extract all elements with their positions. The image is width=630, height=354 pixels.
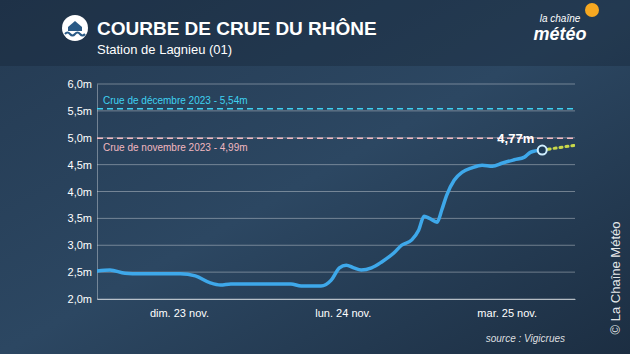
y-tick-label: 4,5m [68,159,92,171]
grid-line [97,299,575,300]
y-tick: 2,5m [68,266,97,278]
source: source : Vigicrues [486,333,565,344]
y-axis: 2,0m 2,5m 3,0m 3,5m 4,0m 4,5m 5,0m 5,5m 6,0m [68,78,98,305]
x-tick: mar. 25 nov. [477,299,537,319]
data-area [97,109,575,286]
y-tick: 4,0m [68,186,97,198]
grid-line [97,218,575,219]
y-tick-label: 4,0m [68,186,92,198]
y-tick: 3,0m [68,239,97,251]
annotation-label: 4,77m [497,131,534,146]
y-tick-label: 5,5m [68,105,92,117]
grid-line [97,191,575,192]
grid-line [97,84,575,85]
reference-label: Crue de décembre 2023 - 5,54m [103,95,248,106]
y-tick: 6,0m [68,78,97,90]
x-axis-line [98,299,576,300]
brand-line: la chaîne [540,13,581,24]
y-tick-label: 3,5m [68,212,92,224]
plot: 2,0m 2,5m 3,0m 3,5m 4,0m 4,5m 5,0m 5,5m 6,0m dim.… [68,78,576,319]
y-tick: 5,0m [68,132,97,144]
brand-line: météo [533,24,586,44]
y-tick-label: 3,0m [68,239,92,251]
x-tick: dim. 23 nov. [150,299,209,319]
y-axis-line [97,85,98,300]
y-tick: 3,5m [68,212,97,224]
title: COURBE DE CRUE DU RHÔNE [97,18,377,39]
x-tick: lun. 24 nov. [315,299,371,319]
annotation-marker [538,146,547,155]
grid [97,84,575,299]
series-line [97,150,542,286]
y-tick-label: 2,5m [68,266,92,278]
y-tick: 5,5m [68,105,97,117]
copyright: © La Chaîne Météo [608,222,623,335]
y-tick: 4,5m [68,159,97,171]
y-tick-label: 2,0m [68,293,92,305]
x-tick-label: mar. 25 nov. [477,307,537,319]
background [0,0,630,354]
y-tick: 2,0m [68,293,97,305]
reference-label: Crue de novembre 2023 - 4,99m [103,142,248,153]
y-tick-label: 5,0m [68,132,92,144]
y-tick-label: 6,0m [68,78,92,90]
brand-sun [585,3,599,17]
reference-line [97,108,575,110]
chart: COURBE DE CRUE DU RHÔNE Station de Lagnie… [0,0,630,354]
x-tick-label: dim. 23 nov. [150,307,209,319]
icon [62,15,88,41]
x-axis: dim. 23 nov. lun. 24 nov. mar. 25 nov. [98,299,576,319]
grid-line [97,110,575,111]
x-tick-label: lun. 24 nov. [315,307,371,319]
labels: Crue de décembre 2023 - 5,54m Crue de nov… [103,95,534,154]
subtitle: Station de Lagnieu (01) [97,42,232,57]
grid-line [97,245,575,246]
header-band [0,0,630,66]
